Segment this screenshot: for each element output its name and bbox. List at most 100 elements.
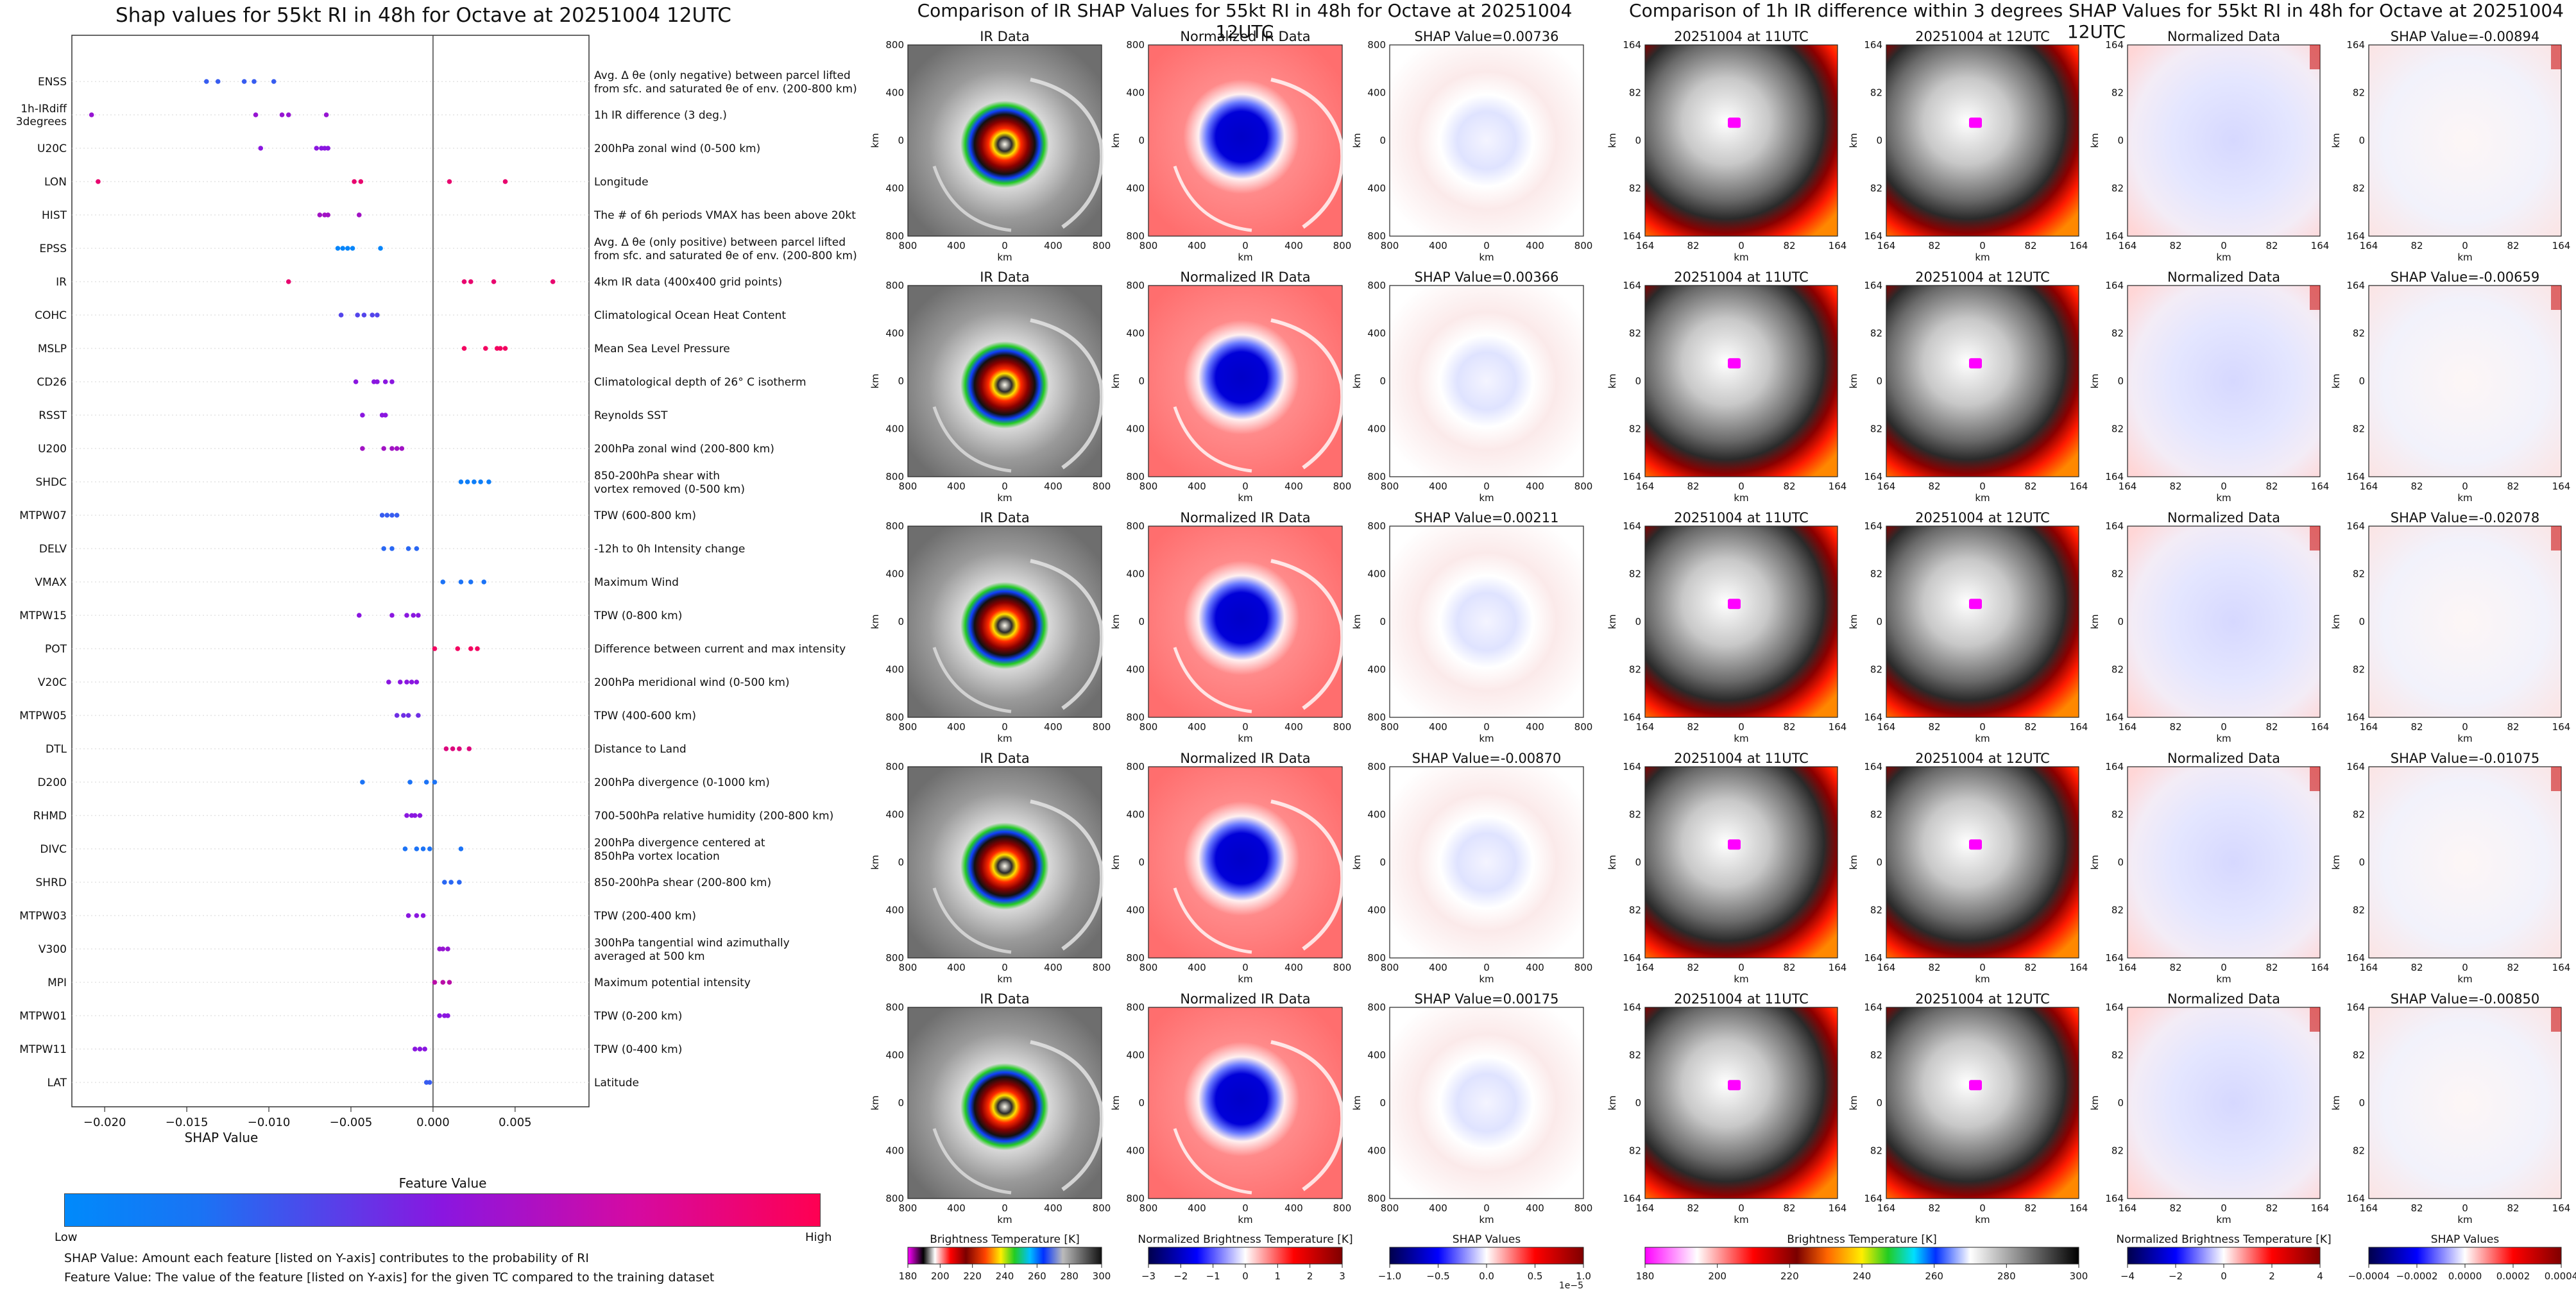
feature-name-label: RSST <box>38 409 67 422</box>
x-tick-label: 400 <box>1044 1202 1062 1214</box>
x-tick-label: 0 <box>1002 240 1008 252</box>
colorbar: Normalized Brightness Temperature [K] −4 −… <box>2116 1233 2331 1282</box>
feature-name-label: COHC <box>35 309 67 322</box>
y-tick-label: 82 <box>2353 568 2365 580</box>
image-panel-close-row4: 20251004 at 11UTC1641648282008282164164k… <box>1607 991 1847 1225</box>
feature-name-label: MTPW07 <box>19 509 67 522</box>
x-tick-label: 800 <box>1139 240 1158 252</box>
x-axis-label: km <box>2216 252 2231 263</box>
feature-colorbar-title: Feature Value <box>398 1175 487 1191</box>
x-tick-label: 800 <box>1139 721 1158 733</box>
x-tick-label: −0.005 <box>330 1116 373 1129</box>
colorbar-label: Normalized Brightness Temperature [K] <box>1138 1233 1352 1246</box>
panel-image <box>1644 1007 1838 1199</box>
panel-title: 20251004 at 11UTC <box>1674 991 1809 1007</box>
y-tick-label: 400 <box>1126 809 1145 821</box>
y-tick-label: 0 <box>1876 375 1882 387</box>
x-tick-label: 164 <box>2552 1202 2571 1214</box>
x-tick-label: 0 <box>1738 240 1744 252</box>
colorbar-gradient <box>1644 1247 2079 1265</box>
y-tick-label: 800 <box>1126 1002 1145 1013</box>
feature-description-label: from sfc. and saturated θe of env. (200-… <box>594 83 857 96</box>
feature-description-label: Reynolds SST <box>594 409 668 422</box>
y-tick-label: 400 <box>1367 423 1386 435</box>
image-panel-norm-row2: Normalized IR Data8008004004000040040080… <box>1110 510 1351 744</box>
panel-image <box>2368 285 2562 477</box>
y-axis-label: km <box>1607 1095 1618 1110</box>
shap-point <box>468 646 473 651</box>
y-tick-label: 82 <box>1870 905 1882 916</box>
y-axis-label: km <box>1110 614 1122 629</box>
shap-point <box>96 179 101 184</box>
x-tick-label: 0 <box>1483 721 1490 733</box>
y-tick-label: 82 <box>1870 423 1882 435</box>
y-axis-label: km <box>2089 373 2101 388</box>
y-tick-label: 0 <box>2358 1097 2365 1109</box>
shap-point <box>325 146 330 151</box>
colorbar-tick-label: 1.0 <box>1576 1270 1591 1282</box>
y-tick-label: 164 <box>2346 952 2365 964</box>
image-panel-shapR-row3: SHAP Value=-0.01075164164828200828216416… <box>2330 751 2570 985</box>
shap-point <box>440 946 446 952</box>
shap-point <box>356 212 362 218</box>
y-tick-label: 800 <box>1126 952 1145 964</box>
feature-name-label: MTPW15 <box>19 610 67 622</box>
feature-description-label: 200hPa divergence (0-1000 km) <box>594 776 770 789</box>
feature-description-label: 200hPa zonal wind (200-800 km) <box>594 443 774 456</box>
panel-image <box>1148 285 1343 477</box>
x-tick-label: 400 <box>947 481 966 492</box>
colorbar-tick-label: −2 <box>2169 1270 2183 1282</box>
x-tick-label: 82 <box>1928 962 1940 973</box>
x-axis-label: km <box>997 1214 1012 1225</box>
image-panel-close-row3: 20251004 at 11UTC1641648282008282164164k… <box>1607 751 1847 985</box>
shap-point <box>314 146 320 151</box>
x-tick-label: 164 <box>2360 1202 2378 1214</box>
y-tick-label: 164 <box>2105 471 2124 482</box>
y-tick-label: 800 <box>1367 230 1386 242</box>
shap-point <box>447 179 452 184</box>
x-tick-label: 0 <box>1979 481 1986 492</box>
x-tick-label: 400 <box>1429 1202 1447 1214</box>
feature-description-label: TPW (200-400 km) <box>593 910 696 923</box>
panel-image <box>2368 525 2562 718</box>
feature-name-label: LON <box>44 176 67 189</box>
y-tick-label: 0 <box>898 135 904 146</box>
panel-title: IR Data <box>980 751 1030 766</box>
x-tick-label: 82 <box>2169 721 2181 733</box>
x-tick-label: 400 <box>1526 721 1544 733</box>
panel-title: IR Data <box>980 991 1030 1007</box>
y-axis-label: km <box>2330 855 2342 869</box>
x-tick-label: 0 <box>1242 721 1249 733</box>
x-tick-label: 0 <box>1979 721 1986 733</box>
y-tick-label: 164 <box>1623 280 1641 291</box>
feature-name-label: DIVC <box>40 843 67 856</box>
y-tick-label: 82 <box>1629 1145 1641 1157</box>
y-tick-label: 400 <box>885 905 904 916</box>
x-axis-label: km <box>2457 973 2472 985</box>
y-tick-label: 800 <box>1126 761 1145 773</box>
x-axis-label: km <box>1479 973 1494 985</box>
plot-frame <box>71 35 590 1107</box>
y-axis-label: km <box>2089 133 2101 148</box>
panel-title: Normalized IR Data <box>1180 510 1310 525</box>
shap-point <box>442 880 447 885</box>
shap-point <box>397 679 403 685</box>
shap-point <box>414 546 420 551</box>
panel-image <box>2368 44 2562 237</box>
y-tick-label: 800 <box>1126 471 1145 482</box>
x-tick-label: 82 <box>1783 481 1795 492</box>
panel-image <box>1389 525 1584 718</box>
x-tick-label: 400 <box>1526 240 1544 252</box>
panel-image <box>907 766 1102 959</box>
feature-description-label: 850-200hPa shear (200-800 km) <box>594 876 771 889</box>
x-tick-label: 0 <box>1242 240 1249 252</box>
panel-title: IR Data <box>980 510 1030 525</box>
y-axis-label: km <box>1110 855 1122 869</box>
y-tick-label: 164 <box>2346 1193 2365 1204</box>
y-tick-label: 82 <box>1870 664 1882 676</box>
image-panel-close-row2: 20251004 at 11UTC1641648282008282164164k… <box>1607 510 1847 744</box>
colorbar: SHAP Values −1.0 −0.5 0.0 0.5 1.01e−5 <box>1378 1233 1591 1289</box>
colorbar-tick-label: 280 <box>1060 1270 1079 1282</box>
x-tick-label: 82 <box>2265 962 2278 973</box>
